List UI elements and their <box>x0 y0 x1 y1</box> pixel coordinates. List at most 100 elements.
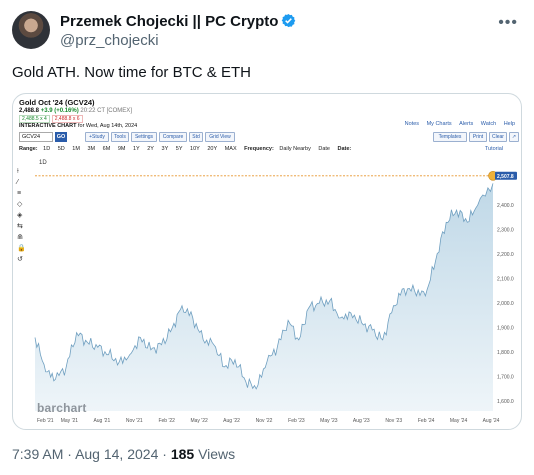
print-button[interactable]: Print <box>469 132 487 142</box>
x-tick-label: Nov '22 <box>256 418 273 424</box>
x-tick-label: May '24 <box>450 418 468 424</box>
range-6m[interactable]: 6M <box>102 146 111 152</box>
crosshair-tool-icon[interactable]: ⟊ <box>17 168 19 175</box>
tweet-footer: 7:39 AM · Aug 14, 2024 · 185 Views <box>12 446 235 462</box>
footer-separator-2: · <box>162 446 167 462</box>
tweet-date[interactable]: Aug 14, 2024 <box>75 446 159 462</box>
date-select[interactable]: Date <box>318 146 330 152</box>
views-label: Views <box>198 446 236 462</box>
reset-tool-icon[interactable]: ↺ <box>17 256 23 263</box>
measure-tool-icon[interactable]: ⇆ <box>17 223 23 230</box>
author-handle[interactable]: @prz_chojecki <box>60 32 159 49</box>
x-tick-label: May '21 <box>61 418 79 424</box>
chart-price-line: 2,488.8 +3.9 (+0.16%) 20:22 CT [COMEX] <box>19 108 132 114</box>
notes-link[interactable]: Notes <box>404 121 420 127</box>
frequency-select[interactable]: Daily Nearby <box>279 146 311 152</box>
clear-button[interactable]: Clear <box>489 132 507 142</box>
y-tick-label: 2,400.0 <box>497 203 514 209</box>
range-max[interactable]: MAX <box>224 146 237 152</box>
current-price-badge-label: 2,507.8 <box>497 174 514 180</box>
range-2y[interactable]: 2Y <box>147 146 154 152</box>
range-1y[interactable]: 1Y <box>132 146 140 152</box>
y-tick-label: 2,100.0 <box>497 277 514 283</box>
chart-legend: 1D <box>39 160 47 166</box>
range-label: Range: <box>19 146 38 152</box>
tweet-time[interactable]: 7:39 AM <box>12 446 64 462</box>
chart-subtitle: INTERACTIVE CHART for Wed, Aug 14th, 202… <box>19 123 137 129</box>
lock-tool-icon[interactable]: 🔒 <box>17 245 26 252</box>
current-price-badge <box>495 171 517 180</box>
line-tool-icon[interactable]: ⁄ <box>17 179 19 186</box>
price-area <box>35 183 493 411</box>
my-charts-link[interactable]: My Charts <box>426 121 452 127</box>
chart-price: 2,488.8 <box>19 108 40 114</box>
watch-link[interactable]: Watch <box>480 121 497 127</box>
x-tick-label: Aug '23 <box>353 418 370 424</box>
range-9m[interactable]: 9M <box>117 146 126 152</box>
tools-button[interactable]: Tools <box>111 132 129 142</box>
bid-value: 2,488.5 x 4 <box>19 115 50 123</box>
compare-button[interactable]: Compare <box>159 132 187 142</box>
x-tick-label: Nov '23 <box>385 418 402 424</box>
author-name-text[interactable]: Przemek Chojecki || PC Crypto <box>60 13 279 30</box>
chart-subtitle-rest: for Wed, Aug 14th, 2024 <box>77 123 138 129</box>
templates-button[interactable]: Templates <box>433 132 467 142</box>
x-tick-label: Feb '22 <box>158 418 175 424</box>
tweet-text: Gold ATH. Now time for BTC & ETH <box>12 64 251 81</box>
verified-badge-icon <box>282 13 296 28</box>
study-button[interactable]: +Study <box>85 132 109 142</box>
y-tick-label: 1,700.0 <box>497 375 514 381</box>
drawing-tools-sidebar: ⟊ ⁄ ≡ ◇ ◈ ⇆ ⋒ 🔒 ↺ <box>17 166 33 286</box>
chart-links: Notes My Charts Alerts Watch Help <box>399 121 515 127</box>
x-tick-label: May '22 <box>190 418 208 424</box>
go-button[interactable]: GO <box>55 132 67 142</box>
x-tick-label: May '23 <box>320 418 338 424</box>
author-name[interactable]: Przemek Chojecki || PC Crypto <box>60 13 296 30</box>
avatar[interactable] <box>12 11 50 49</box>
more-options-icon[interactable]: ••• <box>498 14 518 31</box>
pattern-tool-icon[interactable]: ◈ <box>17 212 23 219</box>
y-tick-label: 2,300.0 <box>497 228 514 234</box>
symbol-input[interactable]: GCV24 <box>19 132 53 142</box>
y-tick-label: 1,600.0 <box>497 399 514 405</box>
help-link[interactable]: Help <box>503 121 515 127</box>
date-picker-label[interactable]: Date: <box>337 146 352 152</box>
barchart-watermark: barchart <box>37 401 87 415</box>
chart-title: Gold Oct '24 (GCV24) <box>19 98 95 107</box>
x-tick-label: Aug '21 <box>93 418 110 424</box>
x-tick-label: Feb '23 <box>288 418 305 424</box>
range-20y[interactable]: 20Y <box>207 146 218 152</box>
ask-value: 2,488.8 x 6 <box>51 115 83 123</box>
chart-header: Gold Oct '24 (GCV24) 2,488.8 +3.9 (+0.16… <box>19 98 517 138</box>
chart-change: +3.9 (+0.16%) <box>40 108 79 114</box>
range-3y[interactable]: 3Y <box>161 146 169 152</box>
price-chart[interactable]: 1,600.0 1,700.0 1,800.0 1,900.0 2,000.0 2,100… <box>13 156 521 430</box>
chart-toolbar: GCV24 GO +Study Tools Settings Compare S… <box>19 130 519 144</box>
range-bar: Range: 1D 5D 1M 3M 6M 9M 1Y 2Y 3Y 5Y 10Y… <box>19 146 517 158</box>
bid-ask: 2,488.5 x 4 2,488.8 x 6 <box>19 115 83 123</box>
grid-view-button[interactable]: Grid View <box>205 132 235 142</box>
footer-separator-1: · <box>67 446 72 462</box>
range-1d[interactable]: 1D <box>43 146 51 152</box>
alerts-link[interactable]: Alerts <box>459 121 474 127</box>
price-line <box>34 183 494 390</box>
std-button[interactable]: Std <box>189 132 203 142</box>
shape-tool-icon[interactable]: ◇ <box>17 201 23 208</box>
x-tick-label: Feb '21 <box>37 418 54 424</box>
magnet-tool-icon[interactable]: ⋒ <box>17 234 23 241</box>
settings-button[interactable]: Settings <box>131 132 157 142</box>
fib-tool-icon[interactable]: ≡ <box>17 190 22 197</box>
range-1m[interactable]: 1M <box>72 146 80 152</box>
range-10y[interactable]: 10Y <box>190 146 200 152</box>
x-tick-label: Aug '24 <box>483 418 500 424</box>
expand-button[interactable]: ↗ <box>509 132 519 142</box>
range-3m[interactable]: 3M <box>87 146 96 152</box>
y-tick-label: 2,000.0 <box>497 301 514 307</box>
frequency-label: Frequency: <box>244 146 274 152</box>
range-5y[interactable]: 5Y <box>175 146 183 152</box>
x-tick-label: Aug '22 <box>223 418 240 424</box>
tutorial-link[interactable]: Tutorial <box>484 146 503 152</box>
y-tick-label: 1,800.0 <box>497 350 514 356</box>
range-5d[interactable]: 5D <box>57 146 65 152</box>
chart-image-card[interactable]: Gold Oct '24 (GCV24) 2,488.8 +3.9 (+0.16… <box>12 93 522 430</box>
